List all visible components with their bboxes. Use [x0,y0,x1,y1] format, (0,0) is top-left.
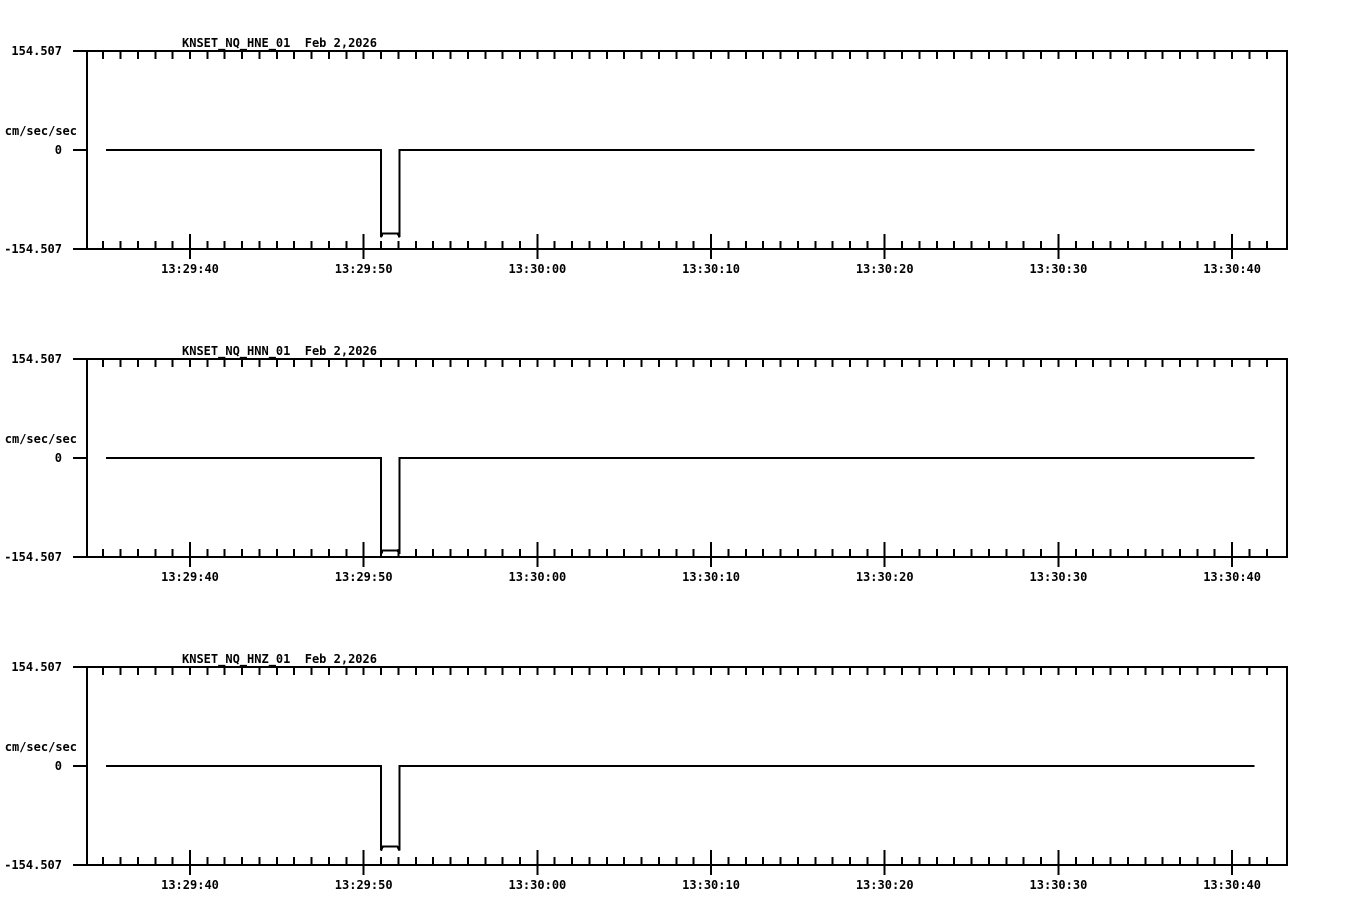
y-axis-tick-label: -154.507 [4,550,62,564]
y-axis-tick-label: 0 [55,143,62,157]
waveform-panel-hne: KNSET_NQ_HNE_01 Feb 2,2026 13:29:40 13:29:5… [0,0,1358,308]
waveform-trace [105,765,1255,851]
panel-title-station: KNSET_NQ_HNN_01 [182,344,290,359]
y-axis-tick-label: 154.507 [11,352,62,366]
x-axis-tick-label: 13:30:40 [1203,262,1261,276]
x-axis-tick-label: 13:30:40 [1203,570,1261,584]
x-axis-tick-label: 13:30:40 [1203,878,1261,892]
x-axis-tick-label: 13:29:50 [335,878,393,892]
y-axis-tick-label: -154.507 [4,242,62,256]
x-axis-tick-label: 13:30:30 [1030,878,1088,892]
x-axis-tick-label: 13:30:20 [856,878,914,892]
x-axis-tick-label: 13:30:10 [682,570,740,584]
panel-title-station: KNSET_NQ_HNE_01 [182,36,290,51]
waveform-panel-hnz: KNSET_NQ_HNZ_01 Feb 2,2026 13:29:40 13:29:5… [0,616,1358,924]
y-axis-tick-label: -154.507 [4,858,62,872]
y-axis-tick-label: 154.507 [11,660,62,674]
x-axis-tick-label: 13:30:10 [682,262,740,276]
x-axis-tick-label: 13:30:20 [856,570,914,584]
y-axis-tick-label: 0 [55,759,62,773]
waveform-chart-hne: KNSET_NQ_HNE_01 Feb 2,2026 13:29:40 13:29:5… [4,36,1288,276]
x-axis-tick-label: 13:29:40 [161,570,219,584]
waveform-trace [105,457,1255,555]
y-axis-unit-label: cm/sec/sec [5,740,77,754]
y-axis-unit-label: cm/sec/sec [5,432,77,446]
x-axis-tick-label: 13:29:40 [161,878,219,892]
x-axis-tick-label: 13:30:00 [508,262,566,276]
panel-title-date: Feb 2,2026 [305,652,377,666]
x-axis-tick-label: 13:30:10 [682,878,740,892]
waveform-chart-hnn: KNSET_NQ_HNN_01 Feb 2,2026 13:29:40 13:29:5… [4,344,1288,584]
panel-title-station: KNSET_NQ_HNZ_01 [182,652,290,667]
x-axis-tick-label: 13:30:00 [508,878,566,892]
x-axis-tick-label: 13:30:30 [1030,570,1088,584]
y-axis-unit-label: cm/sec/sec [5,124,77,138]
x-axis-tick-label: 13:29:40 [161,262,219,276]
x-axis-tick-label: 13:29:50 [335,570,393,584]
y-axis-tick-label: 0 [55,451,62,465]
x-axis-tick-label: 13:29:50 [335,262,393,276]
x-axis-tick-label: 13:30:20 [856,262,914,276]
y-axis-tick-label: 154.507 [11,44,62,58]
x-axis-tick-label: 13:30:00 [508,570,566,584]
waveform-trace [105,149,1255,238]
waveform-panel-hnn: KNSET_NQ_HNN_01 Feb 2,2026 13:29:40 13:29:5… [0,308,1358,616]
panel-title-date: Feb 2,2026 [305,36,377,50]
waveform-chart-hnz: KNSET_NQ_HNZ_01 Feb 2,2026 13:29:40 13:29:5… [4,652,1288,892]
x-axis-tick-label: 13:30:30 [1030,262,1088,276]
panel-title-date: Feb 2,2026 [305,344,377,358]
